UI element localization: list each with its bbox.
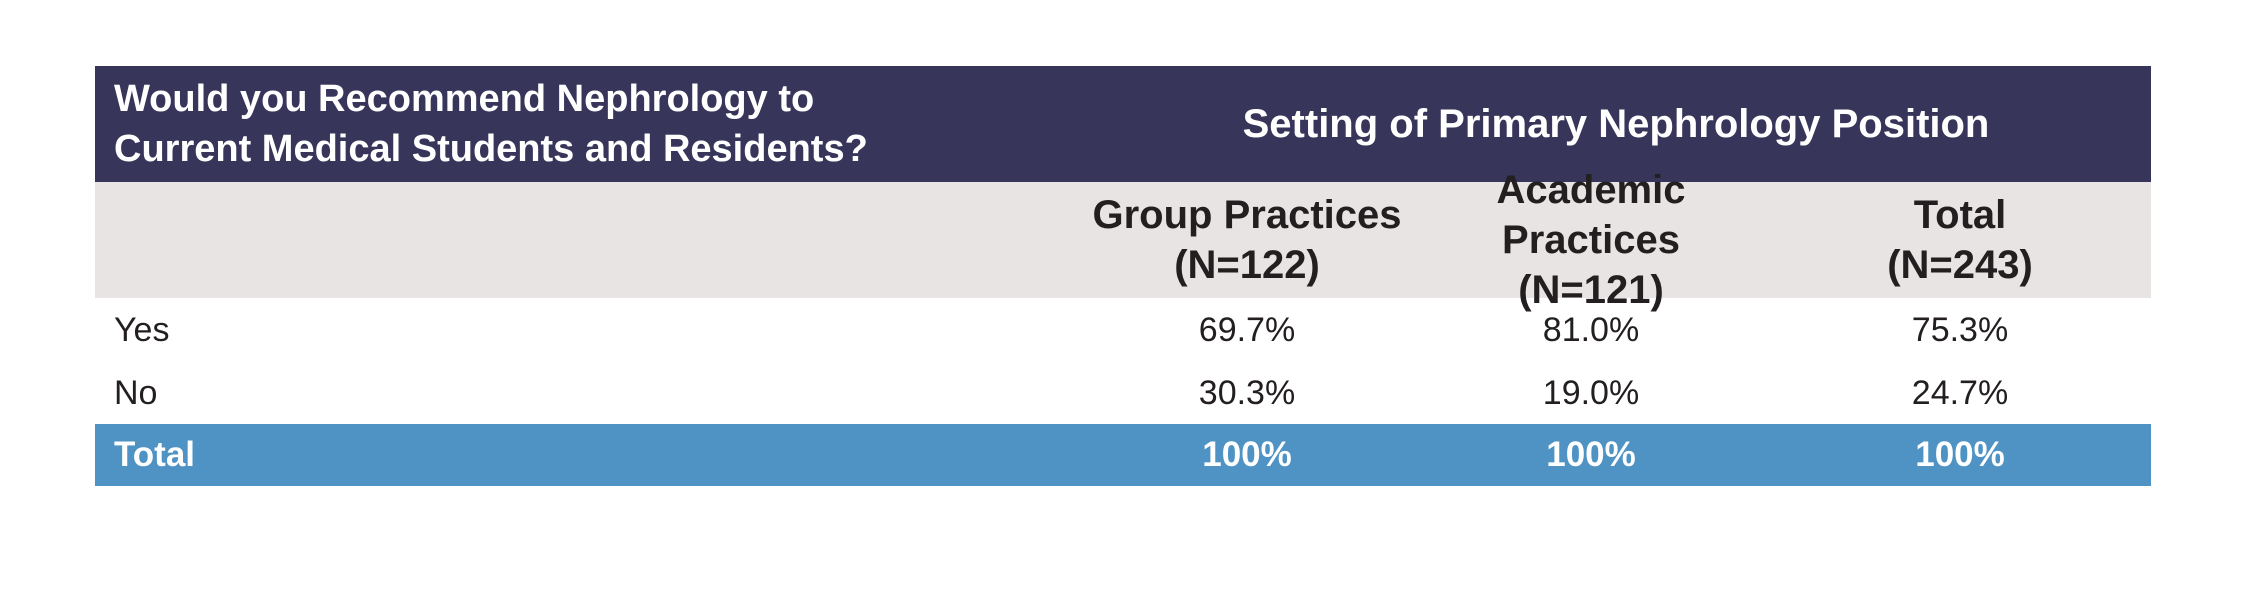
column-header-academic-practices: Academic Practices (N=121) bbox=[1413, 168, 1769, 312]
question-header: Would you Recommend Nephrology to Curren… bbox=[95, 66, 1081, 182]
column-n: (N=243) bbox=[1887, 243, 2033, 287]
column-label: Academic Practices bbox=[1496, 168, 1686, 262]
table-cell: 19.0% bbox=[1542, 373, 1640, 412]
column-label: Group Practices bbox=[1092, 193, 1402, 237]
row-label: Total bbox=[114, 435, 196, 474]
column-header-total: Total (N=243) bbox=[1769, 182, 2151, 298]
table-cell: 100% bbox=[1202, 435, 1292, 474]
column-label: Total bbox=[1913, 193, 2007, 237]
table-cell: 69.7% bbox=[1198, 310, 1296, 349]
setting-header: Setting of Primary Nephrology Position bbox=[1242, 101, 1990, 146]
table-cell: 75.3% bbox=[1911, 310, 2009, 349]
empty-header-cell bbox=[95, 182, 1081, 298]
table-row-total: Total 100% 100% 100% bbox=[95, 424, 2151, 486]
table-row-yes: Yes 69.7% 81.0% 75.3% bbox=[95, 298, 2151, 362]
survey-table: Would you Recommend Nephrology to Curren… bbox=[95, 66, 2151, 486]
column-n: (N=121) bbox=[1518, 268, 1664, 312]
row-label: Yes bbox=[114, 310, 170, 349]
table-cell: 100% bbox=[1915, 435, 2005, 474]
table-row-no: No 30.3% 19.0% 24.7% bbox=[95, 362, 2151, 424]
column-n: (N=122) bbox=[1174, 243, 1320, 287]
column-header-group-practices: Group Practices (N=122) bbox=[1081, 182, 1413, 298]
question-line-1: Would you Recommend Nephrology to bbox=[114, 78, 815, 120]
table-cell: 30.3% bbox=[1198, 373, 1296, 412]
table-header-primary: Would you Recommend Nephrology to Curren… bbox=[95, 66, 2151, 182]
table-cell: 81.0% bbox=[1542, 310, 1640, 349]
question-line-2: Current Medical Students and Residents? bbox=[114, 128, 868, 170]
table-header-columns: Group Practices (N=122) Academic Practic… bbox=[95, 168, 2151, 312]
row-label: No bbox=[114, 373, 158, 412]
table-cell: 24.7% bbox=[1911, 373, 2009, 412]
table-cell: 100% bbox=[1546, 435, 1636, 474]
